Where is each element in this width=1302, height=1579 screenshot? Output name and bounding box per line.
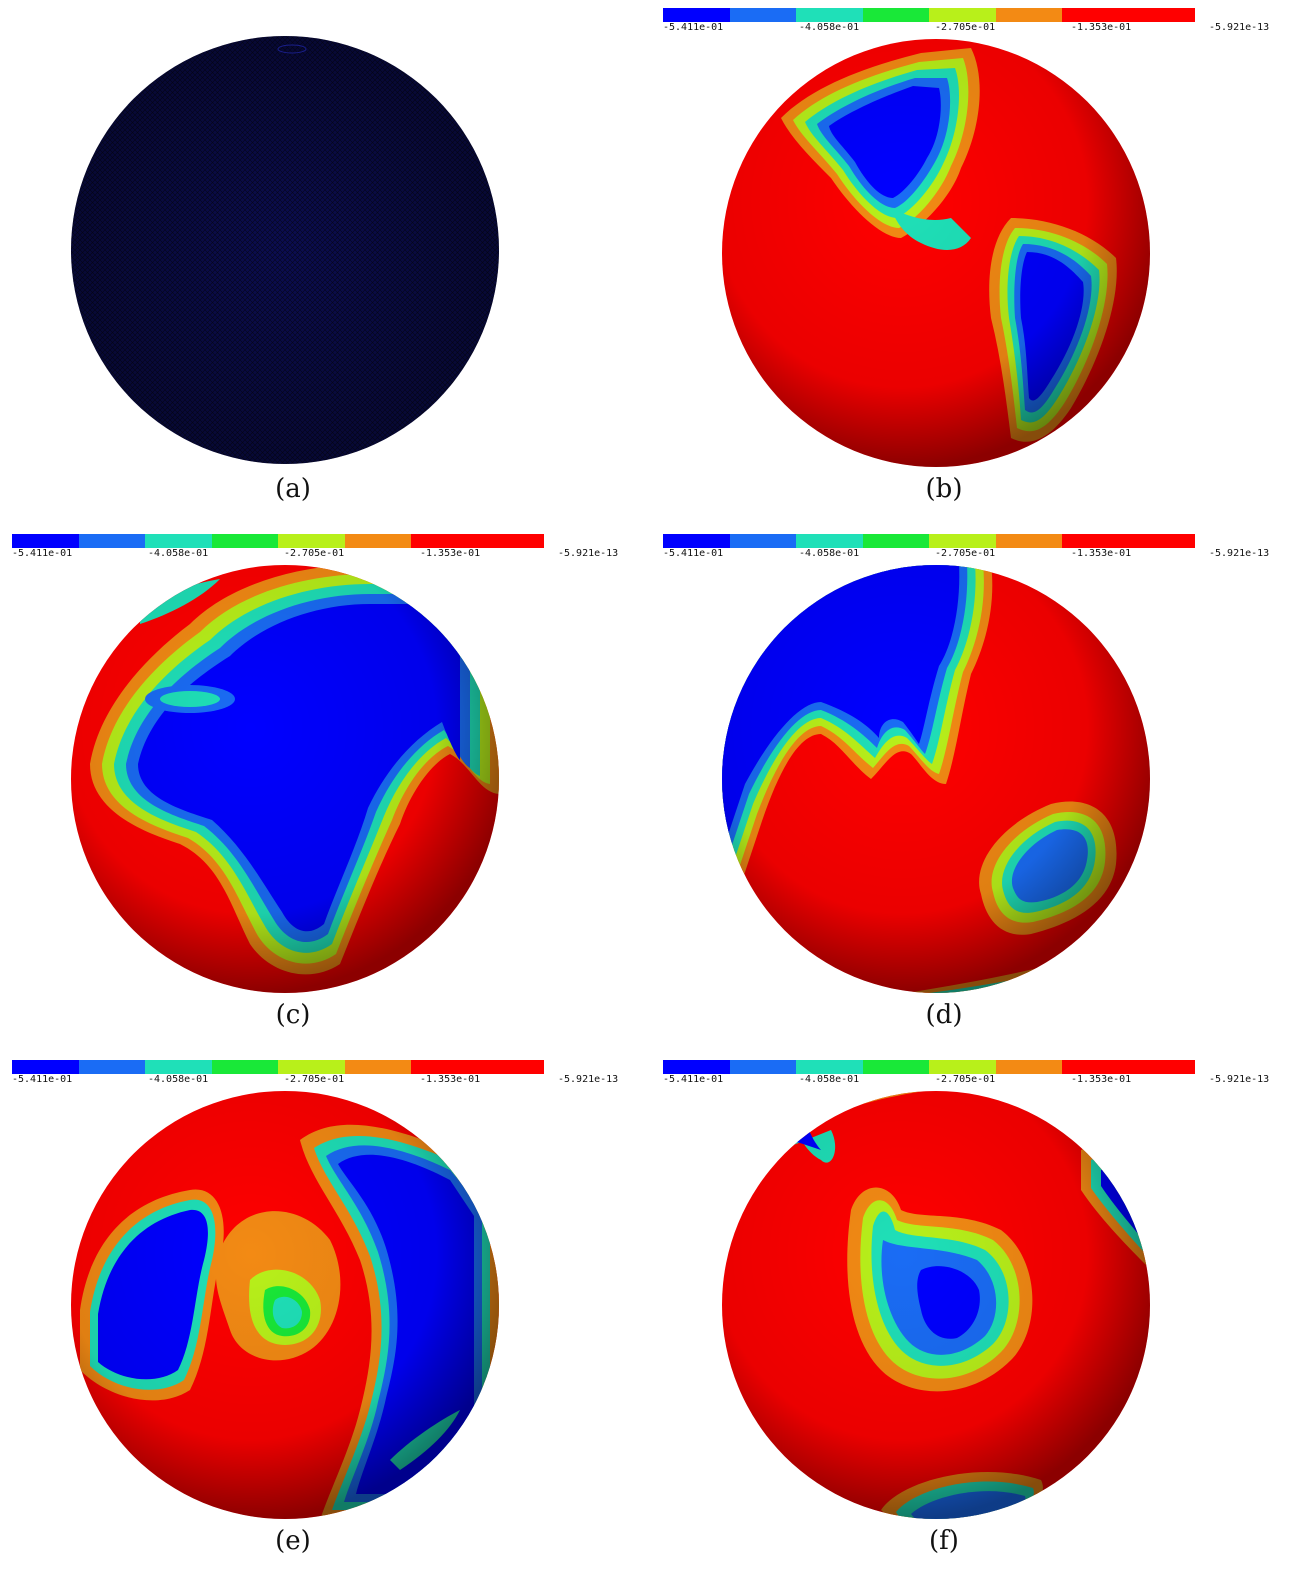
contour-sphere: [71, 1091, 499, 1519]
tick-label: -2.705e-01: [935, 22, 996, 33]
colorbar-segment: [145, 1060, 212, 1074]
colorbar-segment: [663, 1060, 730, 1074]
tick-label: -5.921e-13: [558, 548, 619, 559]
caption-c: (c): [275, 1000, 311, 1030]
colorbar-segment: [862, 1060, 929, 1074]
colorbar: [12, 1060, 544, 1074]
tick-label: -5.921e-13: [1209, 22, 1270, 33]
colorbar-segment: [729, 534, 796, 548]
colorbar-ticks: -5.411e-01 -4.058e-01 -2.705e-01 -1.353e…: [663, 548, 1283, 562]
colorbar-segment: [1128, 534, 1195, 548]
colorbar-segment: [929, 1060, 996, 1074]
tick-label: -1.353e-01: [420, 1074, 481, 1085]
colorbar-segment: [729, 8, 796, 22]
colorbar-segment: [12, 1060, 79, 1074]
colorbar-segment: [729, 1060, 796, 1074]
tick-label: -2.705e-01: [284, 1074, 345, 1085]
tick-label: -1.353e-01: [1071, 22, 1132, 33]
caption-b: (b): [925, 474, 963, 504]
tick-label: -5.921e-13: [558, 1074, 619, 1085]
contour-sphere: [722, 565, 1150, 993]
colorbar-ticks: -5.411e-01 -4.058e-01 -2.705e-01 -1.353e…: [12, 1074, 632, 1088]
tick-label: -1.353e-01: [420, 548, 481, 559]
contour-sphere: [71, 565, 499, 993]
colorbar-segment: [796, 8, 863, 22]
colorbar-segment: [1128, 1060, 1195, 1074]
tick-label: -4.058e-01: [799, 548, 860, 559]
tick-label: -4.058e-01: [148, 548, 209, 559]
tick-label: -2.705e-01: [935, 1074, 996, 1085]
colorbar-segment: [78, 1060, 145, 1074]
tick-label: -2.705e-01: [284, 548, 345, 559]
contour-sphere: [722, 1091, 1150, 1519]
contour-sphere: [722, 39, 1150, 467]
colorbar-segment: [411, 534, 478, 548]
colorbar-segment: [1062, 8, 1129, 22]
colorbar-segment: [995, 534, 1062, 548]
colorbar-segment: [663, 534, 730, 548]
colorbar-segment: [145, 534, 212, 548]
tick-label: -4.058e-01: [799, 22, 860, 33]
caption-e: (e): [275, 1526, 311, 1556]
caption-f: (f): [929, 1526, 959, 1556]
tick-label: -5.921e-13: [1209, 548, 1270, 559]
colorbar-segment: [796, 1060, 863, 1074]
caption-d: (d): [925, 1000, 963, 1030]
colorbar-segment: [929, 534, 996, 548]
colorbar-segment: [477, 1060, 544, 1074]
tick-label: -2.705e-01: [935, 548, 996, 559]
tick-label: -4.058e-01: [799, 1074, 860, 1085]
tick-label: -5.411e-01: [12, 548, 73, 559]
colorbar-segment: [344, 1060, 411, 1074]
tick-label: -1.353e-01: [1071, 1074, 1132, 1085]
panel-f: -5.411e-01 -4.058e-01 -2.705e-01 -1.353e…: [651, 1052, 1302, 1578]
colorbar-segment: [278, 534, 345, 548]
colorbar-segment: [411, 1060, 478, 1074]
tick-label: -5.411e-01: [12, 1074, 73, 1085]
colorbar-segment: [1128, 8, 1195, 22]
tick-label: -5.411e-01: [663, 1074, 724, 1085]
colorbar-segment: [862, 8, 929, 22]
colorbar-segment: [862, 534, 929, 548]
colorbar-segment: [12, 534, 79, 548]
tick-label: -5.411e-01: [663, 22, 724, 33]
mesh-sphere: [71, 36, 499, 464]
tick-label: -1.353e-01: [1071, 548, 1132, 559]
colorbar-ticks: -5.411e-01 -4.058e-01 -2.705e-01 -1.353e…: [12, 548, 632, 562]
colorbar-segment: [929, 8, 996, 22]
tick-label: -5.921e-13: [1209, 1074, 1270, 1085]
tick-label: -4.058e-01: [148, 1074, 209, 1085]
panel-c: -5.411e-01 -4.058e-01 -2.705e-01 -1.353e…: [0, 526, 651, 1052]
tick-label: -5.411e-01: [663, 548, 724, 559]
colorbar-segment: [1062, 534, 1129, 548]
colorbar-segment: [663, 8, 730, 22]
caption-a: (a): [275, 474, 311, 504]
colorbar-segment: [995, 1060, 1062, 1074]
panel-b: -5.411e-01 -4.058e-01 -2.705e-01 -1.353e…: [651, 0, 1302, 526]
colorbar: [663, 1060, 1195, 1074]
colorbar-ticks: -5.411e-01 -4.058e-01 -2.705e-01 -1.353e…: [663, 22, 1283, 36]
panel-e: -5.411e-01 -4.058e-01 -2.705e-01 -1.353e…: [0, 1052, 651, 1578]
colorbar-segment: [1062, 1060, 1129, 1074]
colorbar: [663, 534, 1195, 548]
colorbar-segment: [78, 534, 145, 548]
colorbar: [12, 534, 544, 548]
panel-a: (a): [0, 0, 651, 526]
colorbar-ticks: -5.411e-01 -4.058e-01 -2.705e-01 -1.353e…: [663, 1074, 1283, 1088]
colorbar-segment: [211, 1060, 278, 1074]
colorbar-segment: [344, 534, 411, 548]
panel-d: -5.411e-01 -4.058e-01 -2.705e-01 -1.353e…: [651, 526, 1302, 1052]
colorbar-segment: [278, 1060, 345, 1074]
colorbar-segment: [477, 534, 544, 548]
colorbar-segment: [211, 534, 278, 548]
colorbar: [663, 8, 1195, 22]
colorbar-segment: [995, 8, 1062, 22]
colorbar-segment: [796, 534, 863, 548]
